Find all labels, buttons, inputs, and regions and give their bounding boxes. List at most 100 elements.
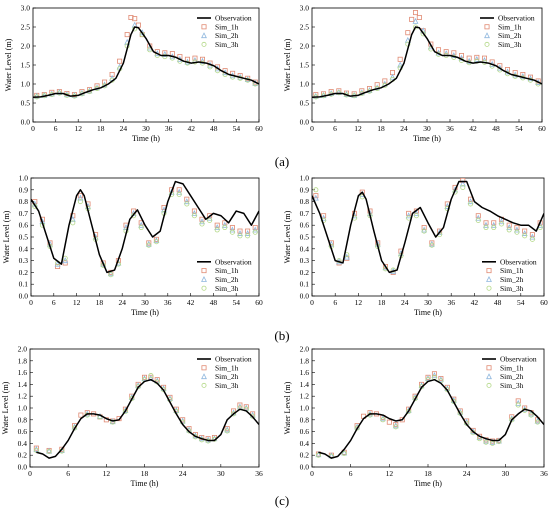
x-tick-label: 30 <box>141 298 149 307</box>
data-point-sim-2h <box>374 84 381 91</box>
y-tick-label: 0.4 <box>18 439 28 448</box>
data-point-sim-1h <box>458 53 464 59</box>
data-point-sim-2h <box>199 218 205 225</box>
data-point-sim-3h <box>514 229 520 235</box>
y-tick-label: 0.0 <box>300 118 310 127</box>
x-tick-label: 12 <box>103 469 111 478</box>
y-tick-label: 0.4 <box>300 244 310 253</box>
data-point-sim-2h <box>243 404 250 411</box>
x-tick-label: 24 <box>179 469 187 478</box>
data-point-sim-3h <box>231 411 237 417</box>
data-point-sim-2h <box>77 194 84 201</box>
x-tick-label: 6 <box>333 124 337 133</box>
data-point-sim-1h <box>506 222 512 228</box>
data-point-sim-1h <box>199 56 205 62</box>
data-point-sim-1h <box>237 228 243 234</box>
x-tick-label: 30 <box>424 298 432 307</box>
x-tick-label: 60 <box>255 124 263 133</box>
data-point-sim-3h <box>176 192 182 198</box>
data-point-sim-2h <box>425 375 431 381</box>
data-point-sim-3h <box>252 229 258 235</box>
x-tick-label: 24 <box>463 469 471 478</box>
y-tick-label: 0.3 <box>300 256 310 265</box>
series-observation-line <box>312 26 542 99</box>
panel-label-a: (a) <box>275 154 289 169</box>
x-tick-label: 42 <box>187 298 195 307</box>
chart-c-left: 0.0 0.2 0.4 0.6 0.8 1.0 1.2 1.4 1.6 1.8 2.0 0 6 12 18 2… <box>1 345 263 489</box>
legend-entry-sim-1h: Sim_1h <box>201 22 239 31</box>
y-tick-label: 0.6 <box>300 427 310 436</box>
y-tick-label: 0.8 <box>19 197 29 206</box>
data-point-sim-3h <box>162 54 168 60</box>
y-axis-title: Water Level (m) <box>2 210 11 263</box>
legend-entry-observation: Observation <box>197 355 252 364</box>
series-observation-line <box>318 378 544 459</box>
data-point-sim-2h <box>328 90 335 96</box>
plot-area <box>33 373 259 459</box>
data-point-sim-3h <box>222 225 228 231</box>
y-tick-label: 0.4 <box>19 244 29 253</box>
data-point-sim-2h <box>437 376 444 383</box>
legend-label: Sim_3h <box>498 40 522 49</box>
data-point-sim-2h <box>138 221 145 228</box>
legend-entry-observation: Observation <box>480 14 535 23</box>
data-point-sim-2h <box>244 230 251 236</box>
x-tick-label: 0 <box>29 298 33 307</box>
y-tick-label: 2.0 <box>300 42 310 51</box>
x-axis-title: Time (h) <box>131 479 159 488</box>
legend-swatch <box>201 276 207 282</box>
legend-swatch <box>486 365 492 371</box>
x-tick-label: 24 <box>400 124 408 133</box>
legend-label: Sim_2h <box>215 372 239 381</box>
data-point-sim-2h <box>46 447 53 454</box>
data-point-sim-1h <box>222 220 228 226</box>
legend-swatch <box>201 365 207 371</box>
legend-swatch <box>201 285 207 291</box>
data-point-sim-2h <box>214 224 221 231</box>
y-tick-label: 2.0 <box>18 345 28 354</box>
legend-entry-sim-3h: Sim_3h <box>201 40 239 49</box>
data-point-sim-2h <box>379 415 386 422</box>
data-point-sim-2h <box>183 198 190 205</box>
y-tick-label: 0.2 <box>19 268 29 277</box>
data-point-sim-1h <box>359 189 365 195</box>
y-tick-label: 0.5 <box>300 233 310 242</box>
data-point-sim-3h <box>341 450 347 456</box>
y-tick-label: 0.8 <box>300 415 310 424</box>
data-point-sim-3h <box>153 239 159 245</box>
data-point-sim-3h <box>535 419 541 425</box>
data-point-sim-3h <box>468 201 474 207</box>
x-tick-label: 24 <box>401 298 409 307</box>
legend-label: Sim_1h <box>500 266 524 275</box>
legend-entry-sim-3h: Sim_3h <box>486 381 524 390</box>
x-tick-label: 54 <box>232 298 240 307</box>
data-point-sim-3h <box>199 221 205 227</box>
legend-entry-sim-1h: Sim_1h <box>486 363 524 372</box>
y-tick-label: 0.2 <box>300 268 310 277</box>
y-tick-label: 1.5 <box>300 61 310 70</box>
legend-entry-sim-2h: Sim_2h <box>201 372 239 381</box>
y-axis-title: Water Level (m) <box>4 38 13 91</box>
x-tick-label: 12 <box>74 124 82 133</box>
data-point-sim-2h <box>529 233 536 240</box>
legend-label: Sim_1h <box>215 266 239 275</box>
data-point-sim-2h <box>483 437 489 444</box>
y-tick-label: 1.0 <box>21 80 31 89</box>
data-point-sim-1h <box>514 225 520 231</box>
data-point-sim-2h <box>54 260 61 267</box>
legend-entry-sim-1h: Sim_1h <box>486 266 524 275</box>
data-point-sim-2h <box>33 445 40 452</box>
y-tick-label: 0.5 <box>19 233 29 242</box>
x-tick-label: 60 <box>255 298 263 307</box>
data-point-sim-3h <box>70 220 76 226</box>
data-point-sim-2h <box>421 226 428 233</box>
legend-label: Sim_3h <box>500 381 524 390</box>
legend-entry-observation: Observation <box>197 14 252 23</box>
y-axis-title: Water Level (m) <box>283 381 292 434</box>
legend-label: Observation <box>215 355 252 364</box>
x-tick-label: 54 <box>517 298 525 307</box>
chart-b-right: 0.0 0.1 0.2 0.3 0.4 0.5 0.6 0.7 0.8 0.9 1.0 0 6 12 18 2… <box>283 174 548 318</box>
data-point-sim-1h <box>313 193 319 199</box>
